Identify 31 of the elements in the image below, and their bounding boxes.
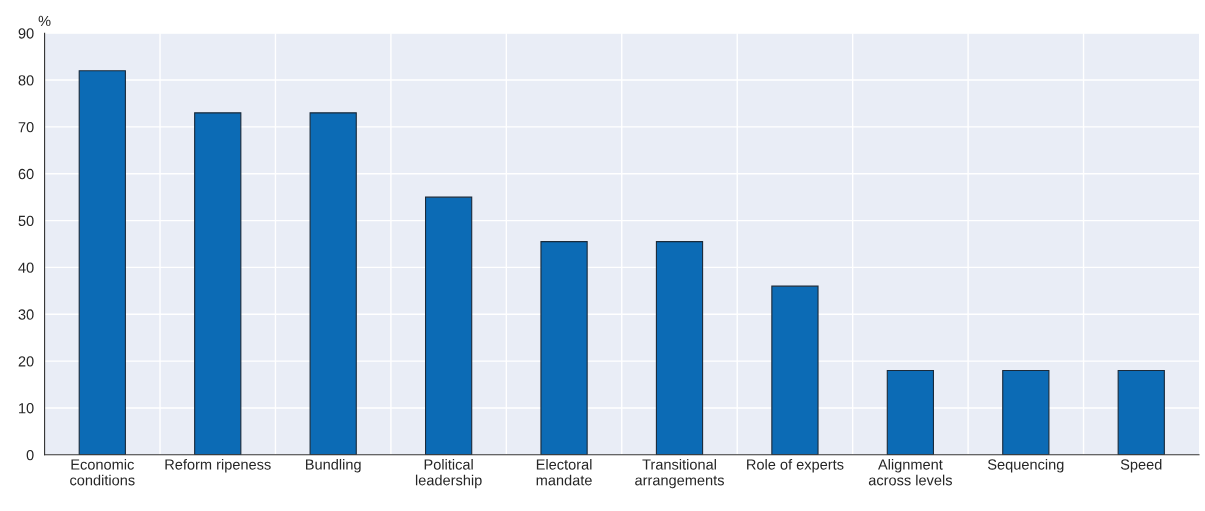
bar (424, 196, 473, 455)
x-tick-label: Reform ripeness (165, 458, 271, 473)
y-tick-label: 50 (18, 215, 34, 227)
x-tick-label: Sequencing (987, 458, 1064, 473)
y-tick-label: 90 (18, 28, 34, 39)
bar (309, 112, 357, 455)
y-tick-label: 40 (18, 262, 34, 273)
x-tick-label: Role of experts (747, 458, 844, 473)
y-tick-label: 80 (18, 75, 34, 86)
bar (655, 241, 704, 455)
x-tick-label: Electoral mandate (536, 458, 592, 486)
bar (78, 70, 126, 455)
x-tick-label: Speed (1120, 458, 1162, 473)
y-axis-title: % (38, 15, 51, 27)
x-tick-label: Alignment across levels (868, 458, 952, 486)
y-tick-label: 60 (18, 168, 34, 180)
y-tick-label: 70 (18, 122, 34, 133)
y-tick-label: 0 (26, 449, 34, 461)
y-tick-label: 10 (19, 403, 34, 414)
bar (886, 369, 935, 455)
y-tick-label: 20 (18, 356, 34, 367)
x-tick-label: Bundling (306, 458, 361, 473)
x-tick-label: Political leadership (415, 458, 482, 489)
bar (540, 241, 588, 455)
bar (194, 112, 242, 455)
bar (771, 285, 819, 455)
y-tick-label: 30 (18, 309, 34, 320)
bar (1117, 369, 1165, 455)
bar (1002, 369, 1050, 455)
x-tick-label: Transitional arrangements (635, 458, 724, 489)
x-tick-label: Economic conditions (70, 458, 135, 486)
